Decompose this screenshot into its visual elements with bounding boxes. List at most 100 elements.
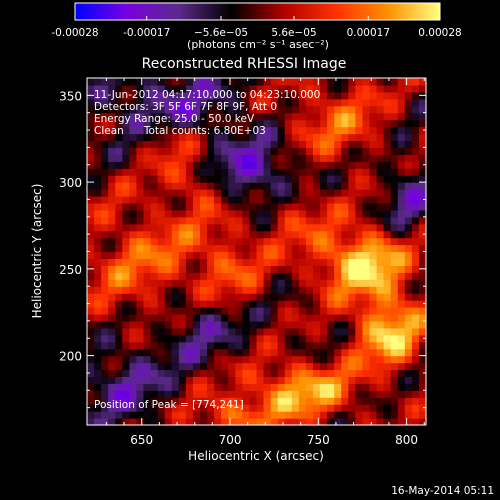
heatmap-cell bbox=[249, 369, 258, 378]
heatmap-cell bbox=[369, 327, 378, 336]
heatmap-cell bbox=[383, 369, 392, 378]
heatmap-cell bbox=[136, 105, 145, 114]
heatmap-cell bbox=[298, 355, 307, 364]
heatmap-cell bbox=[214, 78, 222, 86]
heatmap-cell bbox=[270, 376, 279, 384]
heatmap-cell bbox=[164, 230, 173, 239]
heatmap-cell bbox=[136, 251, 145, 260]
heatmap-cell bbox=[228, 286, 236, 294]
heatmap-cell bbox=[214, 418, 222, 426]
heatmap-cell bbox=[235, 154, 243, 162]
heatmap-cell bbox=[235, 223, 243, 232]
heatmap-cell bbox=[404, 147, 413, 155]
heatmap-cell bbox=[298, 307, 307, 315]
heatmap-cell bbox=[383, 383, 392, 391]
heatmap-cell bbox=[291, 230, 300, 239]
heatmap-cell bbox=[291, 404, 300, 412]
heatmap-cell bbox=[192, 244, 201, 253]
heatmap-cell bbox=[397, 147, 406, 155]
heatmap-cell bbox=[284, 91, 293, 100]
heatmap-cell bbox=[270, 307, 279, 315]
heatmap-cell bbox=[94, 195, 102, 204]
heatmap-cell bbox=[94, 383, 102, 391]
heatmap-cell bbox=[277, 78, 286, 86]
heatmap-cell bbox=[355, 362, 364, 371]
heatmap-cell bbox=[390, 216, 399, 225]
heatmap-cell bbox=[397, 383, 406, 391]
heatmap-cell bbox=[157, 355, 166, 364]
heatmap-cell bbox=[263, 78, 272, 86]
heatmap-cell bbox=[101, 112, 109, 121]
heatmap-cell bbox=[305, 161, 314, 169]
heatmap-cell bbox=[122, 265, 130, 273]
heatmap-cell bbox=[207, 209, 215, 218]
heatmap-cell bbox=[214, 272, 222, 280]
heatmap-cell bbox=[214, 320, 222, 329]
heatmap-cell bbox=[334, 112, 342, 121]
heatmap-cell bbox=[376, 369, 385, 378]
colorbar-ticks: -0.00028 -0.00017 −5.6e−05 5.6e−05 0.00017 0.… bbox=[51, 16, 462, 39]
heatmap-cell bbox=[291, 327, 300, 336]
heatmap-cell bbox=[221, 300, 229, 308]
heatmap-cell bbox=[122, 418, 130, 426]
heatmap-cell bbox=[235, 348, 243, 357]
heatmap-cell bbox=[320, 258, 328, 266]
heatmap-cell bbox=[270, 119, 279, 128]
heatmap-cell bbox=[87, 189, 95, 197]
heatmap-cell bbox=[383, 168, 392, 176]
heatmap-cell bbox=[376, 327, 385, 336]
heatmap-cell bbox=[101, 286, 109, 294]
heatmap-cell bbox=[362, 307, 371, 315]
heatmap-cell bbox=[214, 327, 222, 336]
heatmap-cell bbox=[115, 383, 123, 391]
heatmap-cell bbox=[327, 84, 335, 93]
heatmap-cell bbox=[418, 244, 427, 253]
heatmap-cell bbox=[334, 418, 342, 426]
heatmap-cell bbox=[291, 307, 300, 315]
heatmap-cell bbox=[136, 195, 145, 204]
heatmap-cell bbox=[143, 78, 152, 86]
heatmap-cell bbox=[94, 251, 102, 260]
heatmap-cell bbox=[108, 216, 116, 225]
heatmap-cell bbox=[249, 390, 258, 398]
heatmap-cell bbox=[228, 341, 236, 350]
heatmap-cell bbox=[129, 195, 138, 204]
heatmap-cell bbox=[298, 348, 307, 357]
heatmap-cell bbox=[270, 286, 279, 294]
heatmap-cell bbox=[270, 383, 279, 391]
heatmap-cell bbox=[369, 418, 378, 426]
heatmap-cell bbox=[242, 195, 251, 204]
heatmap-cell bbox=[263, 126, 272, 135]
heatmap-cell bbox=[320, 251, 328, 260]
heatmap-cell bbox=[383, 348, 392, 357]
heatmap-cell bbox=[362, 154, 371, 162]
heatmap-cell bbox=[192, 355, 201, 364]
heatmap-cell bbox=[362, 168, 371, 176]
heatmap-cell bbox=[305, 195, 314, 204]
heatmap-cell bbox=[277, 209, 286, 218]
heatmap-cell bbox=[108, 154, 116, 162]
heatmap-cell bbox=[157, 98, 166, 107]
heatmap-cell bbox=[355, 327, 364, 336]
heatmap-cell bbox=[390, 411, 399, 419]
heatmap-cell bbox=[178, 175, 187, 183]
heatmap-cell bbox=[192, 182, 201, 190]
heatmap-cell bbox=[355, 161, 364, 169]
heatmap-cell bbox=[397, 223, 406, 232]
heatmap-cell bbox=[171, 411, 180, 419]
heatmap-cell bbox=[298, 84, 307, 93]
heatmap-cell bbox=[291, 251, 300, 260]
heatmap-cell bbox=[228, 348, 236, 357]
heatmap-cell bbox=[341, 161, 349, 169]
heatmap-cell bbox=[327, 202, 335, 211]
heatmap-cell bbox=[327, 223, 335, 232]
heatmap-cell bbox=[376, 300, 385, 308]
heatmap-cell bbox=[348, 341, 356, 350]
heatmap-cell bbox=[157, 286, 166, 294]
heatmap-cell bbox=[341, 369, 349, 378]
heatmap-cell bbox=[320, 216, 328, 225]
heatmap-cell bbox=[369, 91, 378, 100]
heatmap-cell bbox=[171, 216, 180, 225]
heatmap-cell bbox=[115, 362, 123, 371]
heatmap-cell bbox=[256, 411, 265, 419]
